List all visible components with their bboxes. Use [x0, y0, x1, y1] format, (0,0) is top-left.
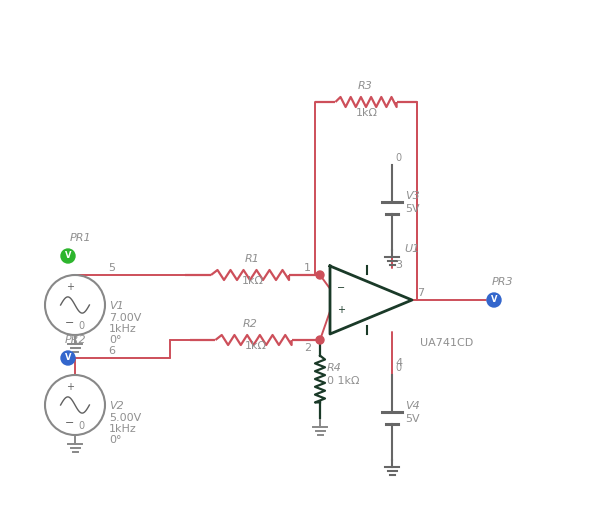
Text: 5.00V: 5.00V — [109, 413, 141, 423]
Text: 1kΩ: 1kΩ — [242, 276, 264, 286]
Text: PR1: PR1 — [70, 233, 92, 243]
Text: PR3: PR3 — [492, 277, 513, 287]
Text: 1kΩ: 1kΩ — [245, 341, 267, 351]
Text: V: V — [491, 296, 497, 304]
Text: 1: 1 — [304, 263, 311, 273]
Text: V1: V1 — [109, 301, 124, 311]
Text: 3: 3 — [395, 260, 402, 270]
Text: 0°: 0° — [109, 435, 121, 445]
Text: −: − — [65, 318, 74, 328]
Text: R4: R4 — [327, 363, 342, 373]
Text: 0 1kΩ: 0 1kΩ — [327, 376, 359, 386]
Text: 0°: 0° — [109, 335, 121, 345]
Text: V3: V3 — [405, 191, 419, 201]
Text: V: V — [65, 251, 71, 261]
Text: 0: 0 — [395, 153, 401, 163]
Circle shape — [316, 271, 324, 279]
Text: 1kHz: 1kHz — [109, 324, 137, 334]
Text: V4: V4 — [405, 401, 419, 411]
Text: 0: 0 — [78, 321, 84, 331]
Text: V2: V2 — [109, 401, 124, 411]
Text: +: + — [65, 382, 74, 392]
Text: 7: 7 — [417, 288, 424, 298]
Text: V: V — [65, 353, 71, 362]
Circle shape — [61, 351, 75, 365]
Text: 5V: 5V — [405, 414, 419, 424]
Text: UA741CD: UA741CD — [420, 338, 473, 348]
Circle shape — [316, 336, 324, 344]
Text: 6: 6 — [108, 346, 115, 356]
Text: PR2: PR2 — [65, 335, 87, 345]
Text: 0: 0 — [78, 421, 84, 431]
Text: 2: 2 — [304, 343, 311, 353]
Text: −: − — [337, 282, 345, 293]
Text: −: − — [65, 418, 74, 428]
Text: R2: R2 — [243, 319, 258, 329]
Text: 0: 0 — [395, 363, 401, 373]
Text: R1: R1 — [245, 254, 260, 264]
Circle shape — [487, 293, 501, 307]
Text: 5V: 5V — [405, 204, 419, 214]
Text: R3: R3 — [358, 81, 373, 91]
Text: 4: 4 — [395, 358, 402, 368]
Text: 7.00V: 7.00V — [109, 313, 142, 323]
Text: 1kHz: 1kHz — [109, 424, 137, 434]
Text: 5: 5 — [108, 263, 115, 273]
Text: +: + — [65, 282, 74, 292]
Text: +: + — [337, 305, 345, 316]
Circle shape — [61, 249, 75, 263]
Text: 1kΩ: 1kΩ — [356, 108, 378, 118]
Text: U1: U1 — [404, 244, 419, 254]
